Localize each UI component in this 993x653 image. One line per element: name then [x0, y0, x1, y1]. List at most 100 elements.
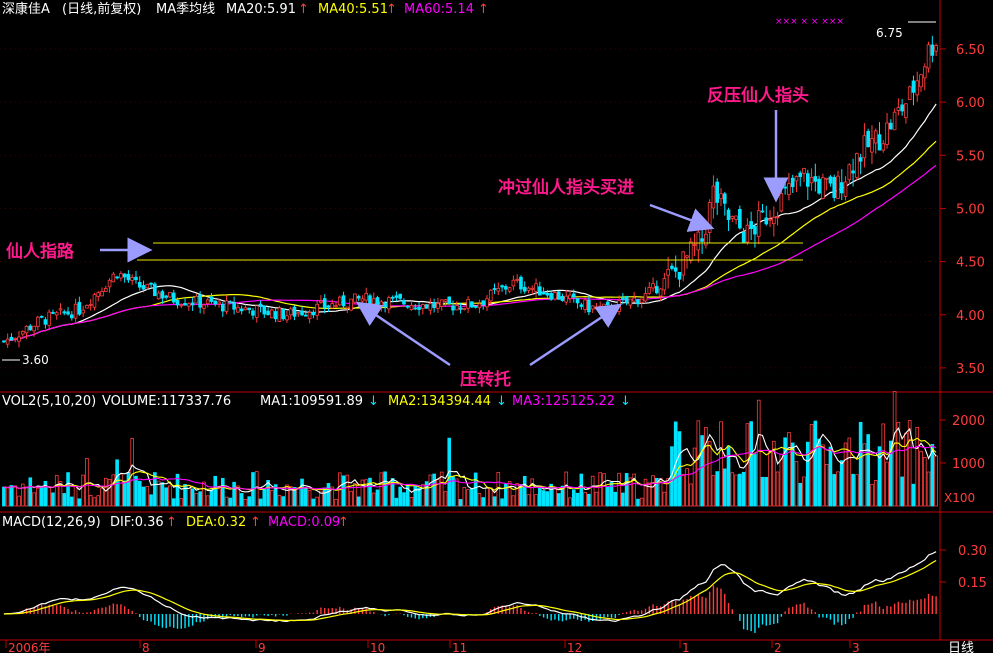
volume-bar — [51, 492, 55, 507]
volume-bar — [605, 486, 610, 507]
price-axis: 3.50 4.00 4.50 5.00 5.50 6.00 6.50 — [940, 43, 985, 377]
volume-bar — [247, 496, 252, 507]
candle-body — [273, 311, 278, 320]
candle-body — [873, 130, 878, 144]
candle-body — [836, 175, 840, 199]
volume-bar — [587, 493, 591, 507]
candle-body — [828, 176, 833, 184]
candle-body — [590, 305, 595, 310]
volume-bar — [13, 485, 18, 507]
candlesticks — [2, 35, 938, 348]
candle-body — [726, 209, 731, 220]
candle-body — [92, 294, 97, 308]
candle-body — [655, 286, 659, 294]
candle-body — [115, 276, 119, 279]
candle-body — [285, 315, 289, 321]
candle-body — [470, 301, 474, 308]
candle-body — [745, 224, 750, 243]
candle-body — [881, 143, 886, 151]
candle-body — [824, 177, 829, 180]
candle-body — [911, 80, 916, 93]
volume-bar — [522, 475, 527, 507]
volume-bar — [832, 474, 837, 507]
annotation-fanya: 反压仙人指头 — [707, 85, 809, 106]
candle-body — [364, 292, 369, 301]
volume-bar — [511, 495, 516, 507]
candle-body — [843, 181, 848, 197]
volume-bar — [907, 420, 912, 507]
volume-bar — [885, 461, 889, 507]
volume-bar — [262, 488, 267, 507]
volume-bar — [722, 468, 727, 507]
price-tick-label: 6.50 — [956, 43, 985, 58]
volume-bar — [371, 492, 376, 507]
volume-bar — [137, 480, 142, 507]
arrow-chongguo — [649, 203, 715, 232]
volume-bar — [530, 478, 535, 507]
volume-bar — [843, 442, 848, 507]
macd-tick-label: 0.15 — [958, 576, 987, 591]
candle-body — [349, 298, 353, 311]
candle-body — [179, 304, 184, 307]
volume-ma1: MA1:109591.89 — [260, 394, 363, 409]
volume-bar — [534, 494, 538, 507]
period-indicator: 日线 — [948, 641, 974, 653]
candle-body — [779, 193, 784, 212]
volume-bar — [349, 490, 353, 507]
candle-body — [666, 269, 670, 276]
candle-body — [421, 304, 425, 310]
candle-body — [322, 298, 327, 309]
period-label: (日线,前复权) — [62, 1, 141, 17]
candle-body — [568, 294, 572, 299]
volume-bar — [662, 491, 667, 507]
dea-value: DEA:0.32 — [186, 515, 246, 530]
candle-body — [424, 304, 429, 309]
volume-bar — [753, 453, 757, 507]
candle-body — [692, 244, 697, 246]
volume-bar — [866, 434, 870, 507]
volume-bar — [217, 488, 221, 507]
volume-bar — [36, 487, 40, 507]
volume-bar — [651, 475, 655, 507]
volume-bar — [828, 446, 833, 507]
candle-body — [168, 291, 172, 298]
volume-bar — [560, 485, 565, 507]
x-tick-label: 1 — [682, 641, 690, 653]
candle-body — [236, 306, 240, 313]
candle-body — [375, 297, 380, 305]
candle-body — [32, 325, 36, 332]
volume-bar — [345, 474, 350, 507]
candle-body — [458, 307, 463, 310]
volume-bar — [334, 499, 338, 507]
candle-body — [772, 216, 776, 225]
candle-body — [383, 302, 387, 308]
candle-body — [73, 303, 78, 319]
candle-body — [213, 300, 218, 305]
volume-bar — [624, 473, 629, 507]
candle-body — [239, 308, 244, 312]
candle-body — [598, 305, 603, 310]
volume-bar — [66, 472, 70, 507]
volume-bar — [356, 496, 361, 507]
volume-bar — [470, 487, 474, 507]
volume-bar — [141, 486, 146, 507]
volume-bar — [54, 475, 59, 507]
candle-body — [519, 276, 523, 290]
candle-body — [334, 305, 338, 307]
candle-body — [900, 104, 904, 112]
candle-body — [851, 170, 855, 174]
volume-bar — [119, 473, 123, 507]
volume-bar — [432, 473, 436, 507]
annotation-xianren-zhilu: 仙人指路 — [6, 241, 75, 262]
candle-body — [224, 300, 229, 312]
price-header: 深康佳A (日线,前复权) MA季均线 MA20:5.91 MA40:5.51 … — [2, 1, 489, 17]
annotation-yazhuantuo: 压转托 — [460, 369, 511, 390]
candle-body — [741, 231, 746, 243]
candle-body — [926, 44, 931, 69]
price-grid — [0, 48, 940, 369]
candle-body — [896, 107, 901, 111]
volume-bar — [111, 474, 116, 507]
volume-bar — [292, 487, 297, 507]
candle-body — [277, 307, 282, 322]
volume-bar — [190, 488, 195, 507]
